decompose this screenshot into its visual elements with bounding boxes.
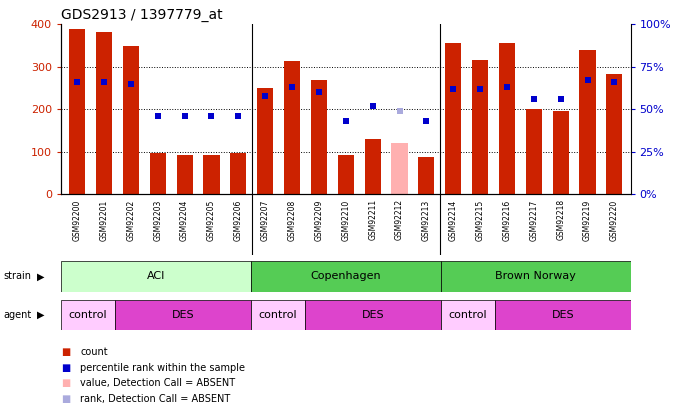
Bar [441,300,495,330]
Text: GSM92201: GSM92201 [100,199,108,241]
Bar [115,300,251,330]
Text: strain: strain [3,271,31,281]
Bar [338,155,354,194]
Text: ■: ■ [61,363,71,373]
Text: ■: ■ [61,394,71,403]
Text: GSM92209: GSM92209 [315,199,323,241]
Bar [150,153,166,194]
Bar [391,143,407,194]
Text: GSM92219: GSM92219 [583,199,592,241]
Bar [525,109,542,194]
Bar [123,46,139,194]
Bar [606,74,622,194]
Text: agent: agent [3,310,32,320]
Text: GSM92212: GSM92212 [395,199,404,241]
Bar [499,43,515,194]
Bar [61,261,251,292]
Bar [61,300,115,330]
Bar [441,261,631,292]
Bar [257,88,273,194]
Text: ▶: ▶ [37,310,45,320]
Text: GSM92215: GSM92215 [475,199,485,241]
Text: GSM92208: GSM92208 [287,199,296,241]
Text: count: count [80,347,108,357]
Bar [96,32,112,194]
Bar [251,300,305,330]
Bar [284,61,300,194]
Bar [231,153,246,194]
Text: DES: DES [551,310,574,320]
Bar [418,158,435,194]
Bar [311,79,327,194]
Text: Brown Norway: Brown Norway [495,271,576,281]
Text: GDS2913 / 1397779_at: GDS2913 / 1397779_at [61,8,222,22]
Text: control: control [69,310,107,320]
Text: rank, Detection Call = ABSENT: rank, Detection Call = ABSENT [80,394,231,403]
Bar [365,139,381,194]
Text: Copenhagen: Copenhagen [311,271,381,281]
Bar [251,261,441,292]
Text: GSM92214: GSM92214 [449,199,458,241]
Text: ▶: ▶ [37,271,45,281]
Text: GSM92205: GSM92205 [207,199,216,241]
Bar [472,60,488,194]
Text: GSM92213: GSM92213 [422,199,431,241]
Text: control: control [259,310,297,320]
Text: GSM92211: GSM92211 [368,199,377,241]
Text: GSM92207: GSM92207 [260,199,270,241]
Text: GSM92220: GSM92220 [610,199,619,241]
Text: value, Detection Call = ABSENT: value, Detection Call = ABSENT [80,378,235,388]
Text: DES: DES [361,310,384,320]
Text: GSM92203: GSM92203 [153,199,162,241]
Text: GSM92204: GSM92204 [180,199,189,241]
Text: ■: ■ [61,347,71,357]
Text: GSM92217: GSM92217 [530,199,538,241]
Text: ACI: ACI [146,271,165,281]
Bar [203,155,220,194]
Bar [305,300,441,330]
Text: percentile rank within the sample: percentile rank within the sample [80,363,245,373]
Text: control: control [449,310,487,320]
Bar [495,300,631,330]
Bar [580,50,595,194]
Text: GSM92206: GSM92206 [234,199,243,241]
Text: GSM92218: GSM92218 [556,199,565,241]
Text: GSM92210: GSM92210 [341,199,351,241]
Bar [553,111,569,194]
Text: DES: DES [172,310,195,320]
Bar [445,43,461,194]
Text: GSM92216: GSM92216 [502,199,511,241]
Bar [176,155,193,194]
Bar [69,28,85,194]
Text: ■: ■ [61,378,71,388]
Text: GSM92202: GSM92202 [126,199,136,241]
Text: GSM92200: GSM92200 [73,199,81,241]
